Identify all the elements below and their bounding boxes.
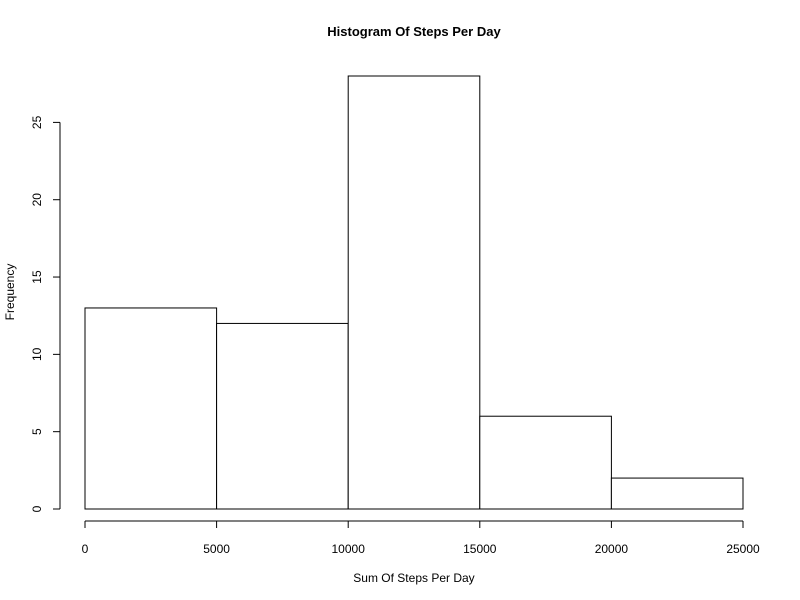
x-axis-label: Sum Of Steps Per Day xyxy=(353,571,474,585)
histogram-bar-4 xyxy=(610,477,744,510)
y-tick-label: 10 xyxy=(30,347,44,361)
x-tick-label: 10000 xyxy=(332,542,366,556)
x-axis: 0 5000 10000 15000 20000 25000 xyxy=(82,520,760,556)
x-tick-label: 25000 xyxy=(726,542,760,556)
y-tick-label: 20 xyxy=(30,193,44,207)
x-tick-label: 15000 xyxy=(463,542,497,556)
y-tick-label: 15 xyxy=(30,270,44,284)
x-tick-label: 5000 xyxy=(203,542,230,556)
x-tick-label: 0 xyxy=(82,542,89,556)
chart-title: Histogram Of Steps Per Day xyxy=(327,24,501,39)
y-axis: 0 5 10 15 20 25 xyxy=(30,115,61,512)
bars-group xyxy=(84,75,744,510)
histogram-bar-2 xyxy=(347,75,481,510)
y-tick-label: 5 xyxy=(30,428,44,435)
histogram-bar-1 xyxy=(216,322,349,510)
histogram-bar-0 xyxy=(84,307,218,510)
y-axis-label: Frequency xyxy=(3,264,17,321)
y-tick-label: 0 xyxy=(30,505,44,512)
y-tick-label: 25 xyxy=(30,115,44,129)
x-tick-label: 20000 xyxy=(595,542,629,556)
histogram-bar-3 xyxy=(479,415,612,510)
